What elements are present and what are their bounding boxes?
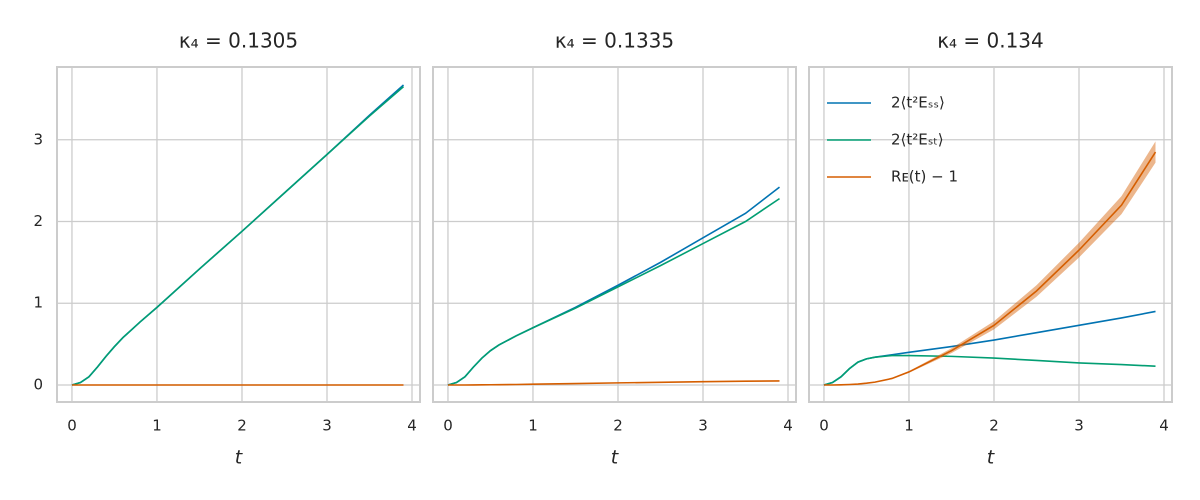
x-tick-label: 4 [1159, 417, 1169, 435]
line [447, 380, 780, 386]
x-axis-label: t [611, 447, 620, 469]
panel-title: κ₄ = 0.134 [937, 29, 1044, 53]
x-tick-label: 4 [783, 417, 793, 435]
line [823, 151, 1157, 386]
line [447, 197, 780, 386]
y-tick-label: 2 [33, 212, 43, 230]
panel: 0 1 2 3 4 κ₄ = 0.134 t 2⟨t²Eₛₛ⟩ 2⟨t²Eₛₜ⟩ Rᴇ(t) − … [808, 29, 1173, 469]
x-tick-label: 2 [237, 417, 247, 435]
legend-label: 2⟨t²Eₛₛ⟩ [891, 94, 945, 112]
x-tick-label: 0 [819, 417, 829, 435]
plot-frame [56, 66, 421, 403]
line [823, 354, 1156, 386]
plot-area [809, 67, 1172, 402]
panel: 0 1 2 3 4 0 1 2 3 κ₄ = 0.1305 t [33, 29, 421, 469]
panel-title: κ₄ = 0.1335 [555, 29, 674, 53]
x-axis-label: t [235, 447, 244, 469]
x-tick-label: 1 [904, 417, 914, 435]
legend-label: Rᴇ(t) − 1 [891, 168, 958, 186]
x-tick-label: 2 [613, 417, 623, 435]
x-axis-label: t [987, 447, 996, 469]
legend-label: 2⟨t²Eₛₜ⟩ [891, 131, 944, 149]
plot-frame [432, 66, 797, 403]
x-tick-label: 1 [152, 417, 162, 435]
x-tick-label: 3 [1074, 417, 1084, 435]
y-tick-label: 0 [33, 375, 43, 393]
x-tick-label: 1 [528, 417, 538, 435]
panel-title: κ₄ = 0.1305 [179, 29, 298, 53]
x-tick-label: 3 [322, 417, 332, 435]
plot-frame [808, 66, 1173, 403]
line [71, 86, 405, 386]
y-tick-label: 3 [33, 130, 43, 148]
x-tick-label: 2 [989, 417, 999, 435]
y-tick-label: 1 [33, 294, 43, 312]
x-tick-label: 4 [407, 417, 417, 435]
x-tick-label: 3 [698, 417, 708, 435]
panel: 0 1 2 3 4 κ₄ = 0.1335 t [432, 29, 797, 469]
x-tick-label: 0 [67, 417, 77, 435]
x-tick-label: 0 [443, 417, 453, 435]
plot-area [433, 67, 796, 402]
